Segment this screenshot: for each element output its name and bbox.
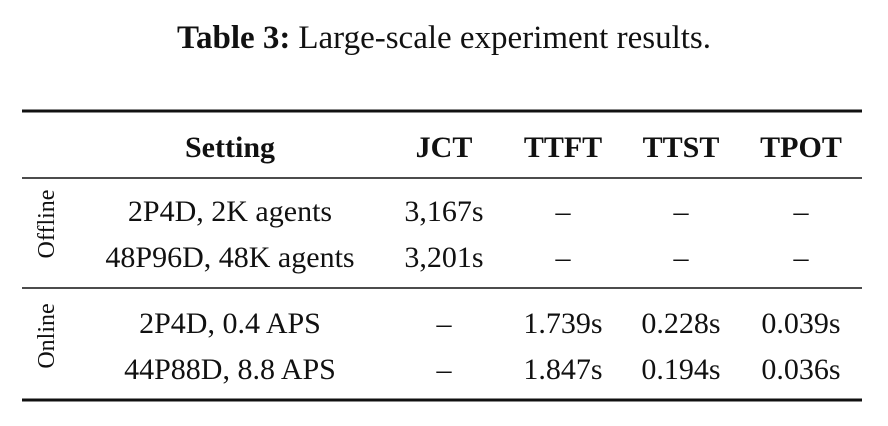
cell: 1.847s xyxy=(523,353,602,386)
cell: 2P4D, 0.4 APS xyxy=(139,307,321,340)
group-label: Online xyxy=(34,303,60,368)
column-header: Setting xyxy=(185,131,275,164)
cell: 2P4D, 2K agents xyxy=(128,195,332,228)
cell: – xyxy=(555,241,572,274)
cell: – xyxy=(555,195,572,228)
cell: 0.036s xyxy=(761,353,840,386)
group-label: Offline xyxy=(34,190,60,259)
cell: 0.194s xyxy=(641,353,720,386)
column-header: TTST xyxy=(643,131,720,164)
cell: – xyxy=(673,241,690,274)
cell: – xyxy=(436,307,453,340)
cell: – xyxy=(793,195,810,228)
cell: – xyxy=(673,195,690,228)
cell: – xyxy=(793,241,810,274)
caption-label: Table 3: xyxy=(177,20,290,56)
cell: 0.039s xyxy=(761,307,840,340)
cell: 3,201s xyxy=(404,241,483,274)
cell: 44P88D, 8.8 APS xyxy=(124,353,336,386)
column-header: TPOT xyxy=(760,131,842,164)
cell: 3,167s xyxy=(404,195,483,228)
caption: Table 3: Large-scale experiment results. xyxy=(177,20,711,56)
caption-text: Large-scale experiment results. xyxy=(298,20,711,56)
cell: 1.739s xyxy=(523,307,602,340)
column-header: JCT xyxy=(416,131,473,164)
cell: 0.228s xyxy=(641,307,720,340)
cell: – xyxy=(436,353,453,386)
cell: 48P96D, 48K agents xyxy=(105,241,354,274)
column-header: TTFT xyxy=(524,131,602,164)
